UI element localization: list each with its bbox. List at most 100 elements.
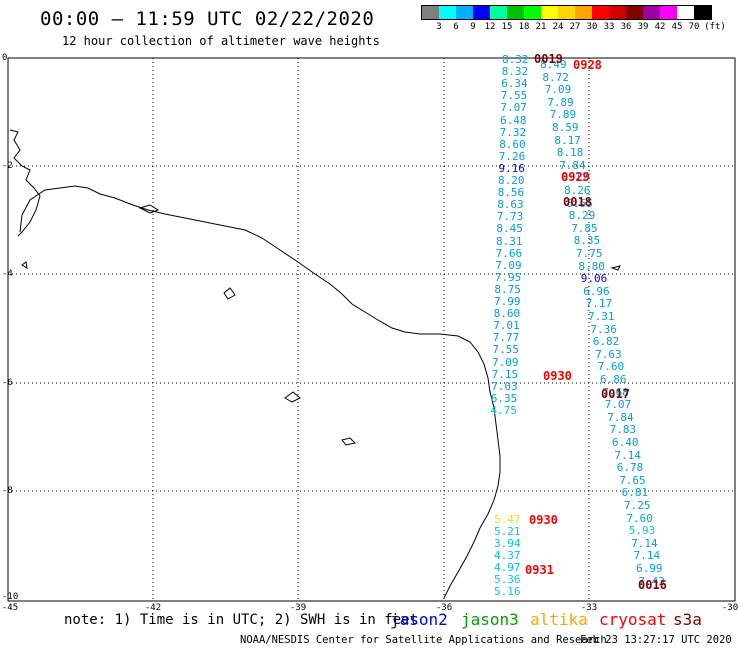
legend-altika: altika bbox=[530, 610, 588, 629]
island bbox=[21, 261, 28, 269]
wave-height-value: 7.60 bbox=[626, 511, 653, 525]
scale-unit: (ft) bbox=[704, 22, 726, 32]
scale-color-cell bbox=[541, 6, 558, 19]
scale-label: 36 bbox=[620, 22, 632, 32]
wave-height-value: 7.83 bbox=[609, 423, 637, 437]
island bbox=[138, 204, 160, 214]
wave-height-value: 7.09 bbox=[492, 355, 519, 369]
wave-height-value: 6.34 bbox=[501, 77, 528, 91]
wave-height-value: 7.01 bbox=[493, 319, 520, 333]
x-tick-label: -39 bbox=[289, 603, 307, 613]
wave-height-value: 5.93 bbox=[628, 524, 656, 538]
wave-height-value: 8.60 bbox=[493, 307, 521, 321]
scale-color-cell bbox=[609, 6, 626, 19]
scale-label: 30 bbox=[586, 22, 598, 32]
wave-height-value: 7.68 bbox=[602, 385, 629, 399]
wave-height-value: 7.95 bbox=[494, 270, 522, 284]
wave-height-value: 6.40 bbox=[612, 436, 639, 449]
legend-s3a: s3a bbox=[673, 610, 702, 629]
island bbox=[284, 391, 301, 403]
scale-label: 18 bbox=[518, 22, 530, 32]
pass-time-label: 0019 bbox=[534, 52, 563, 66]
wave-height-value: 7.84 bbox=[559, 158, 586, 172]
wave-height-value: 7.60 bbox=[597, 360, 625, 374]
wave-height-value: 6.78 bbox=[616, 461, 644, 475]
wave-height-value: 8.59 bbox=[552, 121, 579, 134]
wave-height-value: 8.32 bbox=[502, 53, 529, 66]
wave-height-value: 7.14 bbox=[633, 549, 661, 563]
pass-time-label: 0930 bbox=[529, 513, 558, 527]
wave-height-value: 8.31 bbox=[496, 234, 523, 248]
scale-color-cell bbox=[439, 6, 456, 19]
wave-height-value: 5.36 bbox=[494, 573, 521, 586]
scale-color-cell bbox=[660, 6, 677, 19]
wave-height-value: 8.72 bbox=[542, 70, 569, 84]
wave-height-value: 7.17 bbox=[585, 297, 613, 311]
pass-time-label: 0018 bbox=[563, 195, 592, 209]
wave-height-value: 7.07 bbox=[604, 398, 632, 412]
island bbox=[341, 437, 356, 446]
wave-height-value: 8.63 bbox=[497, 198, 524, 212]
scale-color-cell bbox=[592, 6, 609, 19]
plot-frame bbox=[7, 57, 736, 602]
scale-label: 24 bbox=[552, 22, 564, 32]
wave-height-value: 7.07 bbox=[500, 101, 527, 115]
wave-height-value: 8.60 bbox=[499, 137, 526, 151]
scale-color-cell bbox=[558, 6, 575, 19]
wave-height-value: 7.77 bbox=[492, 331, 520, 345]
northern-coast bbox=[9, 129, 41, 237]
scale-color-cell bbox=[456, 6, 473, 19]
wave-height-value: 7.99 bbox=[494, 295, 521, 308]
wave-height-value: 6.96 bbox=[583, 284, 610, 298]
wave-height-value: 7.63 bbox=[595, 347, 622, 361]
wave-height-value: 6.82 bbox=[592, 335, 620, 349]
wave-height-value: 8.29 bbox=[568, 209, 596, 223]
wave-height-value: 8.55 bbox=[566, 196, 593, 210]
grid-lines bbox=[8, 58, 735, 601]
x-tick-label: -42 bbox=[144, 603, 162, 613]
pass-time-label: 0017 bbox=[601, 387, 630, 401]
scale-color-cell bbox=[490, 6, 507, 19]
wave-height-value: 7.09 bbox=[495, 258, 522, 272]
scale-color-cell bbox=[575, 6, 592, 19]
wave-height-value: 7.55 bbox=[492, 343, 519, 357]
wave-height-value: 8.32 bbox=[501, 65, 529, 79]
footer-note: note: 1) Time is in UTC; 2) SWH is in fe… bbox=[64, 612, 419, 628]
pass-time-label: 0016 bbox=[638, 578, 667, 592]
wave-height-value: 6.35 bbox=[490, 391, 518, 405]
wave-height-value: 4.97 bbox=[494, 561, 521, 574]
wave-height-value: 8.80 bbox=[578, 259, 605, 273]
coastline bbox=[19, 185, 501, 599]
scale-color-cell bbox=[643, 6, 660, 19]
y-tick-label: -10 bbox=[2, 592, 19, 602]
wave-height-value: 7.09 bbox=[544, 83, 572, 97]
scale-label: 27 bbox=[569, 22, 581, 32]
wave-height-value: 7.75 bbox=[576, 247, 603, 260]
scale-color-cell bbox=[473, 6, 490, 19]
wave-height-value: 3.94 bbox=[494, 537, 521, 550]
scale-color-cell bbox=[524, 6, 541, 19]
wave-height-value: 8.35 bbox=[573, 234, 601, 248]
scale-label: 42 bbox=[654, 22, 666, 32]
wave-height-value: 7.32 bbox=[499, 125, 527, 139]
wave-height-value: 6.81 bbox=[621, 486, 649, 500]
wave-height-value: 8.75 bbox=[494, 282, 521, 296]
wave-height-value: 8.49 bbox=[540, 58, 567, 71]
scale-label: 21 bbox=[535, 22, 547, 32]
y-tick-label: -2 bbox=[2, 161, 13, 171]
y-tick-label: -4 bbox=[2, 269, 13, 279]
wave-height-value: 8.56 bbox=[497, 186, 525, 200]
legend-cryosat: cryosat bbox=[599, 610, 667, 629]
wave-height-value: 5.16 bbox=[494, 585, 521, 598]
wave-height-value: 7.26 bbox=[498, 149, 526, 163]
wave-height-value: 8.18 bbox=[556, 146, 584, 160]
color-scale-labels: 3 6 9 12 15 18 21 24 27 30 33 36 39 42 45 70 (ft) bbox=[421, 22, 726, 34]
wave-height-value: 8.45 bbox=[496, 222, 523, 236]
map-subtitle: 12 hour collection of altimeter wave hei… bbox=[62, 34, 380, 48]
map-title: 00:00 – 11:59 UTC 02/22/2020 bbox=[40, 8, 375, 30]
scale-color-cell bbox=[507, 6, 524, 19]
wave-height-value: 7.14 bbox=[631, 536, 658, 550]
wave-height-value: 9.06 bbox=[580, 272, 608, 286]
scale-label: 6 bbox=[453, 22, 459, 32]
